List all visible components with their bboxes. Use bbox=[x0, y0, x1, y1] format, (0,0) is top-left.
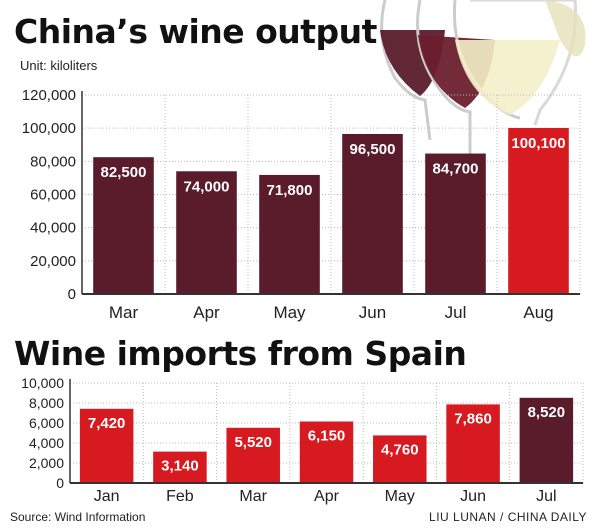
bar-value-label: 74,000 bbox=[184, 178, 230, 195]
x-tick-label: Jun bbox=[460, 488, 486, 505]
bar bbox=[425, 153, 486, 294]
bar-value-label: 82,500 bbox=[101, 164, 147, 181]
bar bbox=[226, 427, 280, 483]
bar bbox=[446, 404, 500, 483]
y-tick-label: 10,000 bbox=[21, 375, 64, 391]
chart-title-wine-output: China’s wine output bbox=[14, 12, 377, 51]
chart-subtitle-unit: Unit: kiloliters bbox=[20, 58, 98, 73]
x-tick-label: May bbox=[273, 303, 306, 322]
bar-value-label: 3,140 bbox=[161, 458, 199, 475]
bar bbox=[342, 133, 403, 294]
bar bbox=[373, 435, 427, 483]
bar bbox=[508, 128, 569, 294]
wine-glass-illustration bbox=[380, 0, 586, 160]
x-tick-label: Jul bbox=[445, 303, 467, 322]
bar-value-label: 5,520 bbox=[234, 434, 272, 451]
bar-value-label: 100,100 bbox=[511, 135, 565, 152]
y-tick-label: 0 bbox=[68, 286, 76, 303]
bar-value-label: 84,700 bbox=[433, 161, 479, 178]
chart-wine-output: 0 20,000 40,000 60,000 80,000 100,000 120,000 8… bbox=[22, 87, 581, 322]
y-tick-label: 0 bbox=[56, 475, 64, 491]
y-tick-label: 100,000 bbox=[22, 120, 76, 137]
bar-value-label: 6,150 bbox=[308, 428, 346, 445]
bar bbox=[299, 421, 354, 483]
bar bbox=[93, 157, 154, 294]
chart-title-wine-imports: Wine imports from Spain bbox=[14, 334, 467, 373]
credit-note: LIU LUNAN / CHINA DAILY bbox=[429, 510, 587, 524]
chart-wine-imports-spain: 0 2,000 4,000 6,000 8,000 10,000 7,420 Jan 3,140… bbox=[21, 375, 584, 505]
source-note: Source: Wind Information bbox=[10, 510, 146, 524]
y-tick-label: 40,000 bbox=[30, 220, 76, 237]
y-tick-label: 60,000 bbox=[30, 187, 76, 204]
x-tick-label: Aug bbox=[523, 303, 553, 322]
x-tick-label: Jul bbox=[536, 488, 556, 505]
y-tick-label: 120,000 bbox=[22, 87, 76, 104]
bar-value-label: 8,520 bbox=[528, 404, 566, 421]
x-tick-label: Jan bbox=[94, 488, 120, 505]
x-tick-label: Mar bbox=[239, 488, 267, 505]
x-tick-label: May bbox=[385, 488, 415, 505]
y-tick-label: 8,000 bbox=[29, 395, 64, 411]
bar-value-label: 71,800 bbox=[267, 182, 313, 199]
x-tick-label: Apr bbox=[314, 488, 340, 505]
y-tick-label: 4,000 bbox=[29, 435, 64, 451]
bar-value-label: 7,860 bbox=[454, 410, 492, 427]
bar bbox=[519, 397, 574, 483]
bar-value-label: 4,760 bbox=[381, 441, 419, 458]
y-tick-label: 2,000 bbox=[29, 455, 64, 471]
x-tick-label: Feb bbox=[166, 488, 194, 505]
bar bbox=[176, 171, 237, 294]
x-tick-label: Mar bbox=[109, 303, 139, 322]
bar bbox=[259, 174, 320, 294]
bar-value-label: 7,420 bbox=[88, 415, 126, 432]
bar-value-label: 96,500 bbox=[350, 141, 396, 158]
y-tick-label: 80,000 bbox=[30, 153, 76, 170]
bar bbox=[153, 451, 207, 483]
y-tick-label: 20,000 bbox=[30, 253, 76, 270]
x-tick-label: Apr bbox=[193, 303, 220, 322]
y-tick-label: 6,000 bbox=[29, 415, 64, 431]
bar bbox=[79, 408, 134, 483]
x-tick-label: Jun bbox=[359, 303, 386, 322]
